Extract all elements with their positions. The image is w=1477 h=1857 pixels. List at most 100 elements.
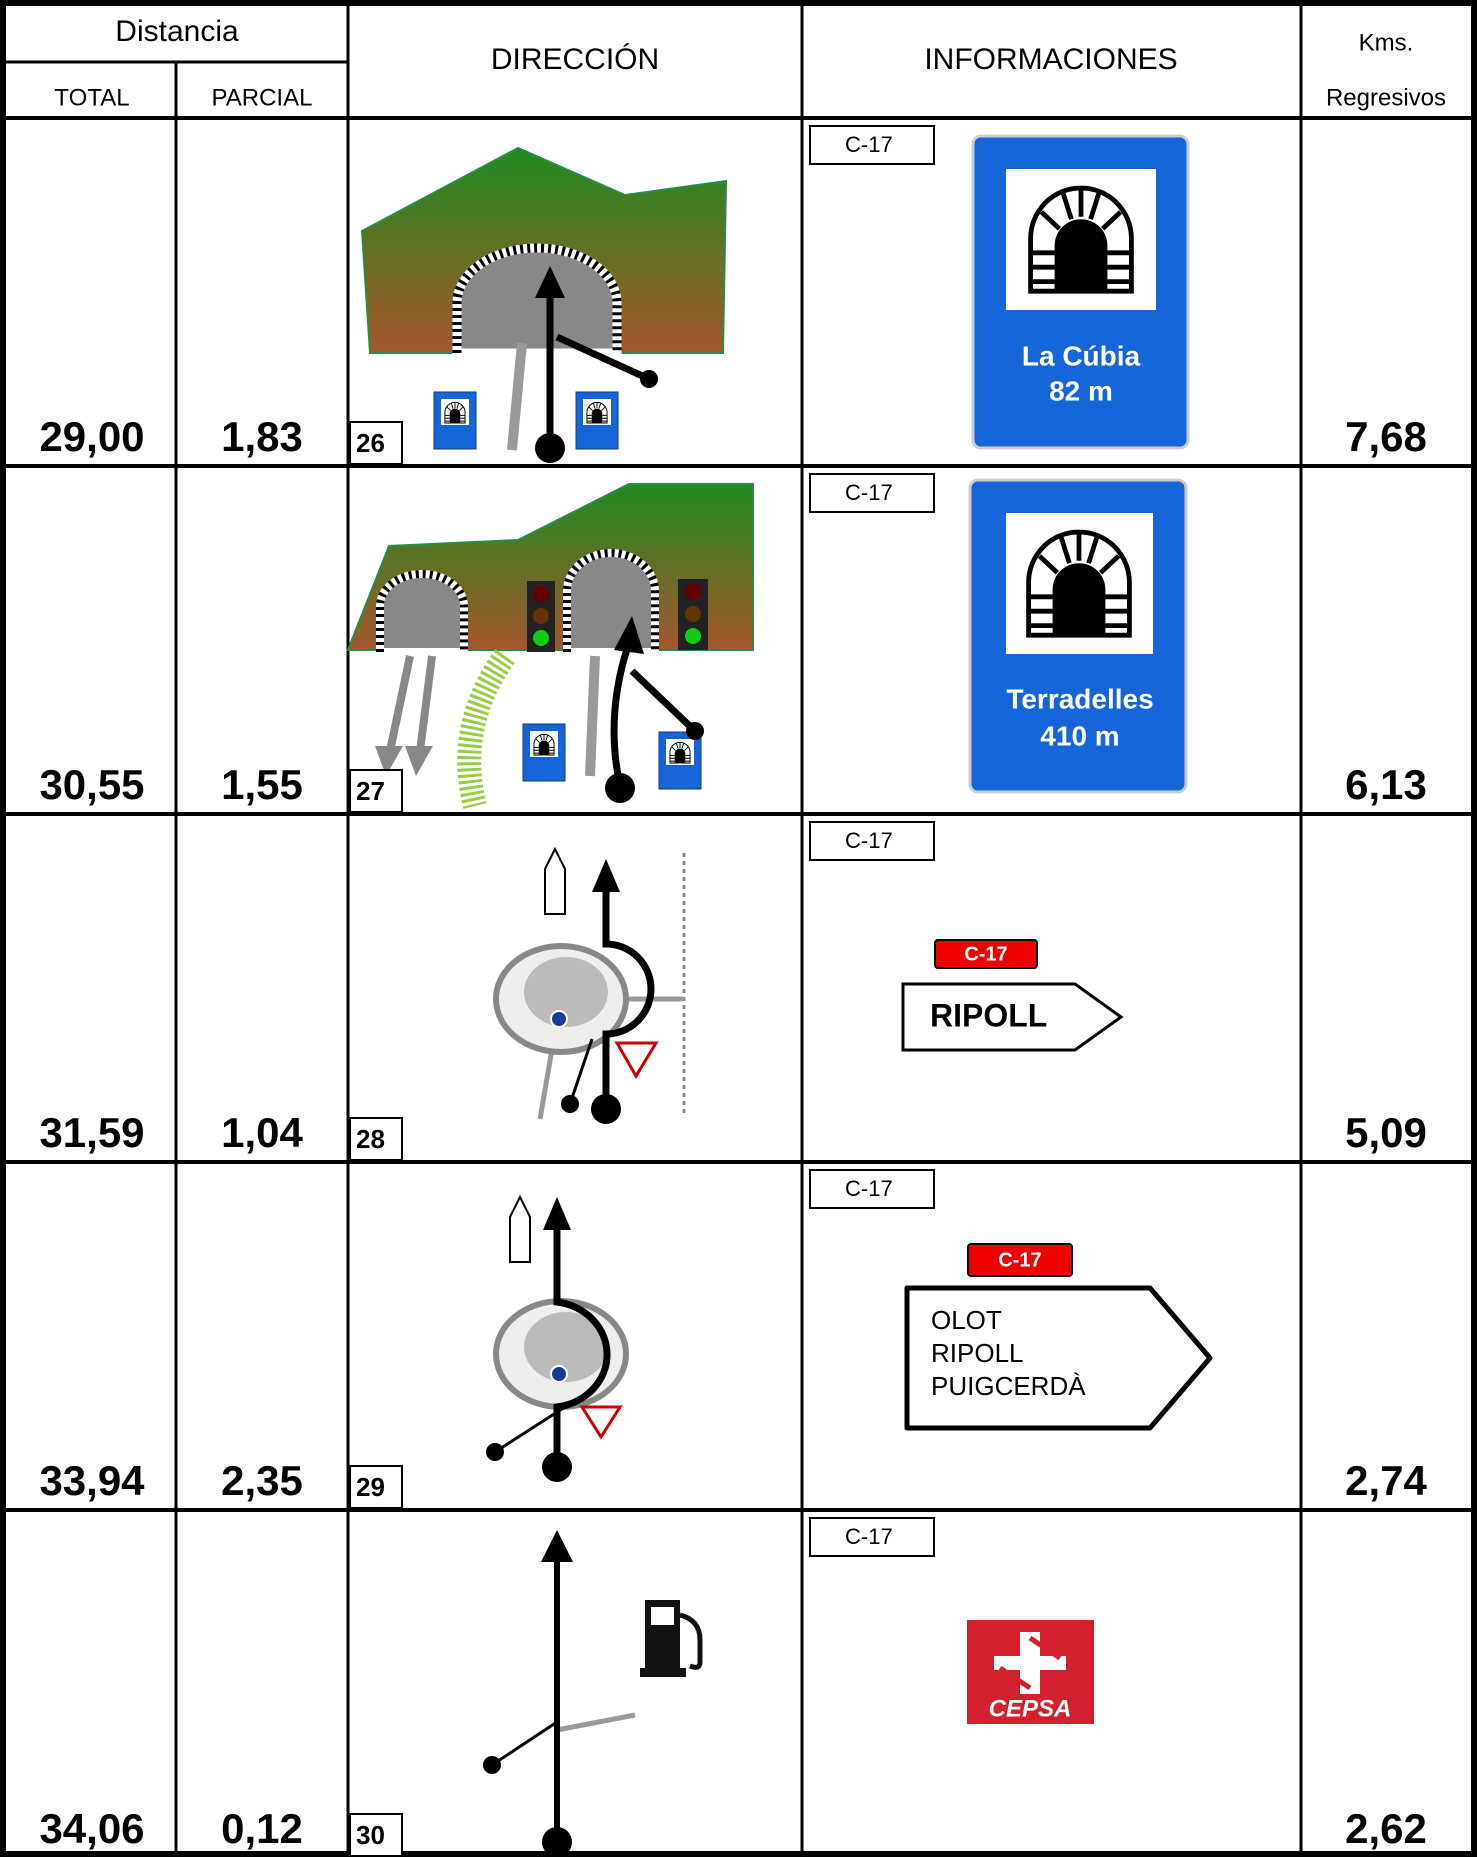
step-box [349,1465,403,1509]
diagram-shape [685,606,701,622]
diagram: C-17 RIPOLL [493,846,1124,1124]
diagram-shape [659,732,701,789]
diagram-shape [542,1452,572,1482]
diagram-shape [535,433,565,463]
total-distance: 33,94 [39,1457,145,1504]
diagram-shape [610,644,698,787]
diagram-shape [524,1312,608,1382]
diagram-shape [640,370,658,388]
diagram-shape [523,724,565,781]
step-number: 26 [356,428,385,458]
km-remaining: 2,62 [1345,1805,1427,1852]
row: 33,94 2,35 2,74 29 C-17 [39,1169,1428,1509]
partial-distance: 1,55 [221,761,303,808]
diagram-shape [592,859,620,892]
diagram-shape [585,655,600,777]
step-number: 30 [356,1820,385,1850]
diagram-shape [405,746,433,776]
diagram-shape [556,1712,636,1733]
road-label: C-17 [845,480,893,505]
label: 410 m [1040,720,1119,751]
km-remaining: 2,74 [1345,1457,1427,1504]
road-box [809,1517,935,1557]
diagram-shape [550,1010,568,1028]
diagram-shape [509,1194,531,1263]
diagram: C-17 OLOT RIPOLL PUIGCERDÀ [486,1194,1213,1482]
diagram-shape [605,773,635,803]
diagram-shape [546,294,651,448]
diagram-shape [651,1607,674,1625]
row: 30,55 1,55 6,13 27 C-17 [39,473,1427,813]
total-distance: 34,06 [39,1805,144,1852]
label: TOTAL [54,84,129,111]
step-box [349,1117,403,1161]
diagram-shape [994,1632,1066,1694]
road-box [809,125,935,165]
total-distance: 30,55 [39,761,144,808]
diagram-shape [679,1612,703,1670]
diagram-shape [901,982,1124,1052]
km-remaining: 7,68 [1345,413,1427,460]
total-distance: 31,59 [39,1109,144,1156]
step-box [349,421,403,465]
diagram-shape [967,1243,1073,1277]
diagram-shape [640,1668,686,1677]
diagram-shape [386,655,436,752]
diagram-shape [533,630,549,646]
diagram: CEPSA [483,1530,1094,1857]
diagram-shape [591,1094,621,1124]
road-box [809,821,935,861]
partial-distance: 0,12 [221,1805,303,1852]
row: 31,59 1,04 5,09 28 C-17 [39,821,1427,1161]
row: 29,00 1,83 7,68 26 C-17 [39,125,1427,465]
label: RIPOLL [930,997,1047,1033]
road-label: C-17 [845,1524,893,1549]
label: Kms. [1359,29,1414,56]
step-number: 29 [356,1472,385,1502]
diagram-shape [579,1405,623,1440]
label: C-17 [998,1249,1041,1271]
diagram-shape [1031,188,1132,291]
diagram-shape [483,1756,501,1774]
diagram-shape [998,1635,1062,1691]
diagram-shape [452,243,622,358]
road-label: C-17 [845,1176,893,1201]
label: INFORMACIONES [924,43,1177,76]
diagram-shape [561,1095,579,1113]
road-box [809,1169,935,1209]
diagram-shape [1029,532,1130,635]
diagram-shape [457,649,515,809]
step-box [349,769,403,813]
label: La Cúbia [1022,340,1141,371]
diagram-shape [602,889,655,1114]
diagram-shape [542,1827,572,1857]
diagram-shape [543,1197,571,1230]
label: PARCIAL [212,84,313,111]
diagram-shape [686,722,704,740]
table-grid-shape [6,116,1471,1512]
table-grid-shape [6,6,1303,1857]
km-remaining: 5,09 [1345,1109,1427,1156]
diagram-shape [544,846,566,915]
diagram-shape [550,1365,568,1383]
diagram-shape [486,1443,504,1461]
step-box [349,1813,403,1857]
step-number: 28 [356,1124,385,1154]
diagram-shape [535,266,565,298]
diagram-shape [533,586,549,602]
diagram-shape [934,939,1038,969]
label: RIPOLL [931,1338,1024,1368]
diagram-shape [507,342,527,451]
diagram-shape [434,392,476,449]
diagram: Terradelles 410 m [346,478,1188,809]
diagram-shape [524,957,608,1027]
diagram-shape [614,1041,659,1079]
label: PUIGCERDÀ [931,1371,1086,1401]
step-number: 27 [356,776,385,806]
diagram-shape [553,1227,611,1467]
diagram-shape [494,1405,566,1454]
